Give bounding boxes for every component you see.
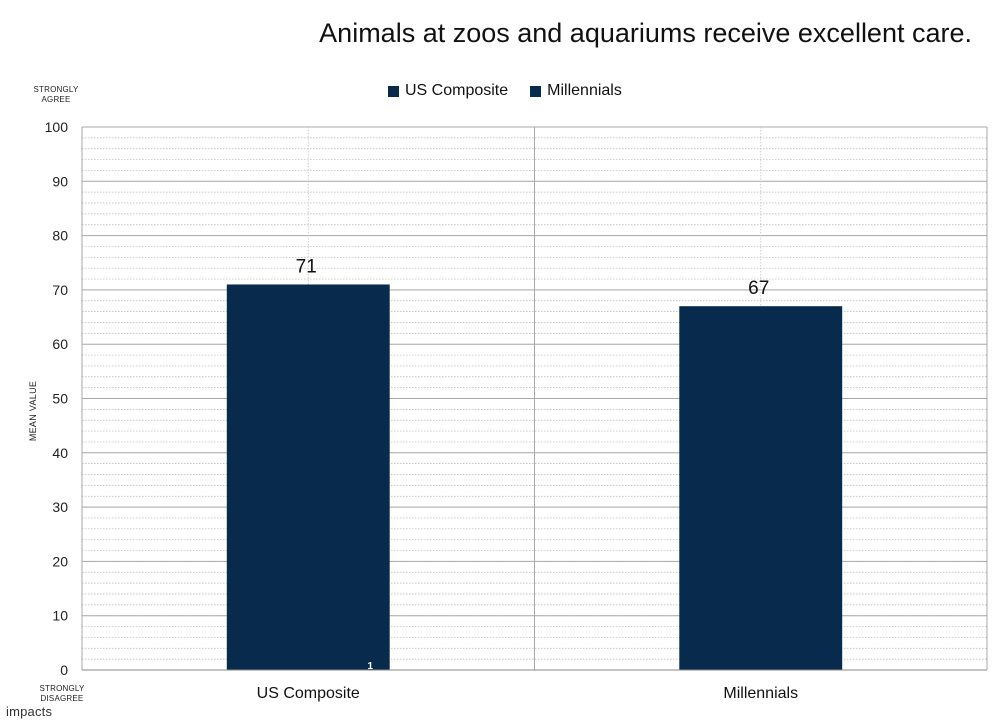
scale-top-label: STRONGLY AGREE: [33, 85, 79, 104]
legend-item-us-composite: US Composite: [388, 82, 508, 100]
bar-1: [679, 306, 843, 670]
legend-label-us-composite: US Composite: [405, 82, 509, 99]
data-label-0: 71: [296, 256, 317, 277]
y-tick-label: 20: [52, 553, 68, 569]
y-tick-label: 40: [52, 445, 68, 461]
bar-0: [226, 284, 390, 670]
legend: US Composite Millennials: [388, 82, 622, 100]
legend-swatch-us-composite: [388, 85, 399, 97]
y-tick-label: 70: [52, 282, 68, 298]
chart-title: Animals at zoos and aquariums receive ex…: [319, 18, 972, 48]
category-label-1: Millennials: [723, 685, 798, 702]
y-tick-label: 50: [52, 391, 68, 407]
y-tick-label: 80: [52, 228, 68, 244]
y-tick-label: 90: [52, 173, 68, 189]
bar-inner-note: 1: [367, 661, 373, 672]
data-label-1: 67: [748, 278, 769, 299]
category-label-0: US Composite: [257, 685, 360, 702]
legend-swatch-millennials: [530, 85, 542, 97]
legend-item-millennials: Millennials: [530, 82, 622, 100]
y-tick-label: 100: [45, 119, 69, 135]
scale-bottom-label: STRONGLY DISAGREE: [39, 684, 85, 703]
y-tick-label: 0: [60, 662, 68, 678]
logo: impacts: [6, 704, 53, 719]
y-tick-label: 10: [52, 608, 68, 624]
y-tick-label: 30: [52, 499, 68, 515]
legend-label-millennials: Millennials: [547, 82, 622, 99]
y-tick-label: 60: [52, 336, 68, 352]
